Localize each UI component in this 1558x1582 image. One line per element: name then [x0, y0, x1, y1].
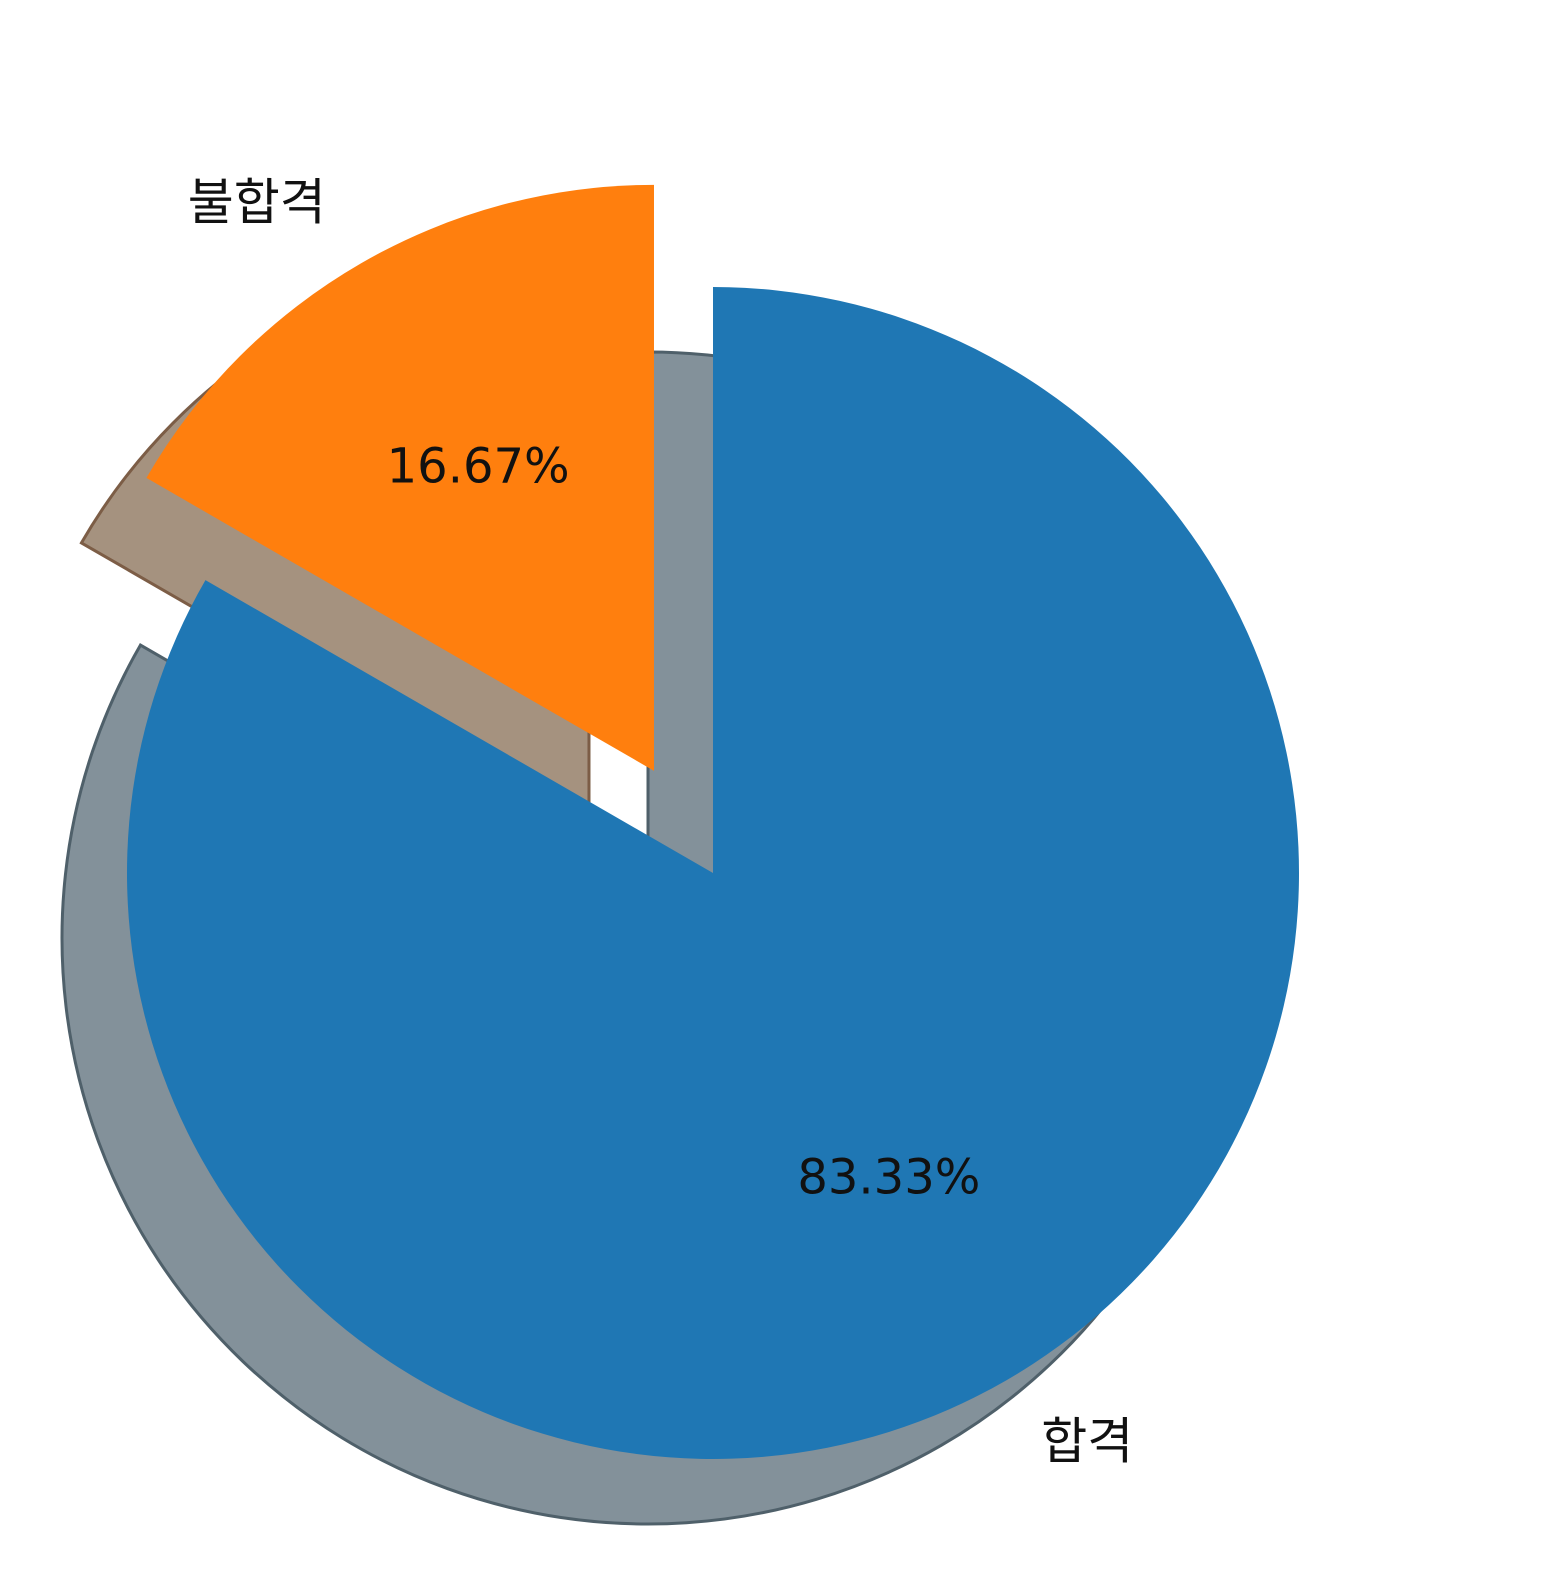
slice-label-1: 불합격 — [188, 173, 326, 231]
slice-label-0: 합격 — [1041, 1412, 1133, 1470]
label-layer: 합격 83.33% 불합격 16.67% — [188, 173, 1133, 1470]
pie-slice-1 — [146, 184, 654, 771]
slice-percent-1: 16.67% — [387, 438, 570, 494]
slice-layer — [127, 184, 1299, 1459]
slice-percent-0: 83.33% — [797, 1149, 980, 1205]
pie-slice-0 — [127, 287, 1299, 1459]
